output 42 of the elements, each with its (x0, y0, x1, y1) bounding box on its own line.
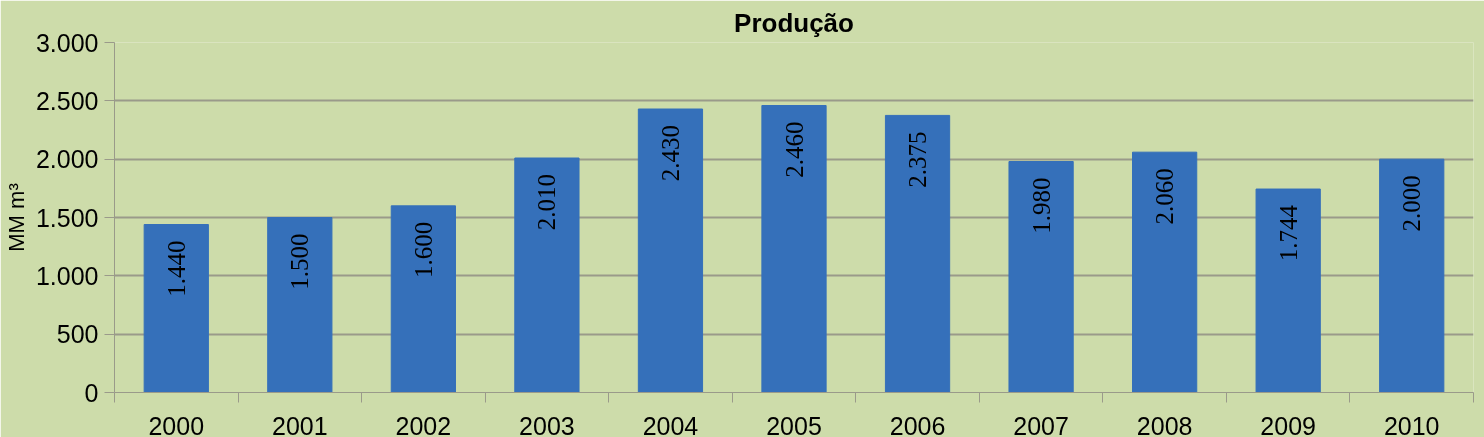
bar (390, 205, 456, 393)
x-tick-label: 2001 (272, 411, 328, 437)
data-label: 2.060 (1151, 168, 1179, 225)
bar (1255, 188, 1321, 393)
x-tick-label: 2006 (889, 411, 946, 437)
data-label: 2.430 (656, 125, 684, 182)
y-tick-label: 1.000 (35, 261, 99, 290)
data-label: 2.375 (904, 131, 932, 188)
bar (1008, 161, 1074, 393)
x-tick-label: 2004 (642, 411, 699, 437)
x-tick-label: 2010 (1383, 411, 1440, 437)
bar (1379, 158, 1445, 393)
x-tick-label: 2005 (766, 411, 822, 437)
x-tick-label: 2008 (1136, 411, 1193, 437)
y-tick-label: 2.500 (35, 86, 99, 115)
y-tick-label: 2.000 (35, 145, 99, 174)
data-label: 1.980 (1027, 177, 1055, 234)
y-axis-title: MM m³ (3, 183, 29, 252)
bar (267, 217, 333, 393)
data-label: 1.440 (162, 240, 190, 297)
x-tick-label: 2003 (519, 411, 575, 437)
bar (514, 157, 580, 393)
bar (884, 114, 951, 393)
y-tick-label: 3.000 (35, 28, 99, 57)
data-label: 1.600 (409, 221, 437, 279)
bar (143, 224, 209, 393)
chart-title: Produção (734, 7, 854, 38)
bar (637, 108, 704, 393)
y-tick-label: 500 (56, 320, 99, 349)
x-tick-label: 2007 (1013, 411, 1069, 437)
data-label: 1.500 (286, 233, 314, 290)
x-tick-label: 2000 (148, 411, 205, 437)
data-label: 1.744 (1274, 204, 1302, 262)
x-tick-label: 2002 (395, 411, 452, 437)
x-tick-label: 2009 (1260, 411, 1316, 437)
bar (761, 105, 827, 393)
data-label: 2.010 (533, 174, 561, 231)
y-tick-label: 0 (84, 378, 99, 407)
bar (1132, 151, 1198, 393)
data-label: 2.460 (780, 121, 808, 178)
y-tick-label: 1.500 (35, 203, 99, 232)
data-label: 2.000 (1398, 175, 1426, 232)
